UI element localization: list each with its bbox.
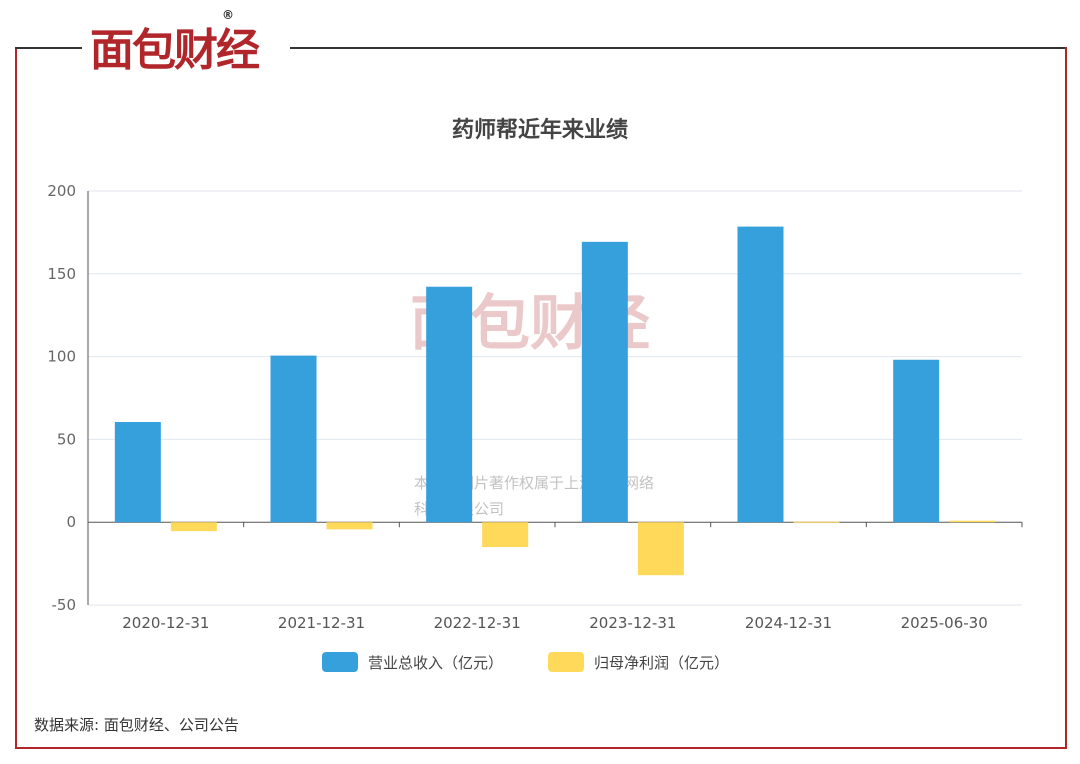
bar-revenue: [737, 226, 784, 523]
source-note: 数据来源: 面包财经、公司公告: [34, 716, 239, 734]
brand-logo: 面包财经 ®: [82, 8, 266, 78]
legend-swatch: [322, 652, 358, 672]
chart-frame: [15, 47, 1067, 749]
bar-net-profit: [170, 522, 217, 532]
x-tick-label: 2021-12-31: [278, 614, 365, 632]
chart-title: 药师帮近年来业绩: [451, 118, 628, 143]
bar-revenue: [426, 286, 473, 523]
y-tick-label: 200: [47, 182, 76, 200]
bar-net-profit: [949, 520, 996, 523]
x-tick-label: 2020-12-31: [122, 614, 209, 632]
y-tick-label: 100: [47, 348, 76, 366]
divider: [290, 47, 1065, 49]
bar-revenue: [893, 359, 940, 523]
y-tick-label: 150: [47, 265, 76, 283]
bar-net-profit: [326, 522, 373, 530]
x-tick-label: 2025-06-30: [901, 614, 988, 632]
legend-label: 营业总收入（亿元）: [368, 654, 503, 672]
legend-label: 归母净利润（亿元）: [594, 654, 729, 672]
bar-revenue: [270, 355, 317, 523]
y-tick-label: 0: [66, 513, 76, 531]
bar-revenue: [114, 422, 161, 523]
divider: [15, 47, 85, 49]
x-tick-label: 2024-12-31: [745, 614, 832, 632]
bar-net-profit: [637, 522, 684, 576]
x-tick-label: 2023-12-31: [589, 614, 676, 632]
bar-net-profit: [482, 522, 529, 548]
x-tick-label: 2022-12-31: [434, 614, 521, 632]
legend-swatch: [548, 652, 584, 672]
bar-revenue: [581, 241, 628, 523]
bar-net-profit: [793, 521, 840, 523]
y-tick-label: 50: [57, 430, 76, 448]
y-tick-label: -50: [52, 596, 77, 614]
